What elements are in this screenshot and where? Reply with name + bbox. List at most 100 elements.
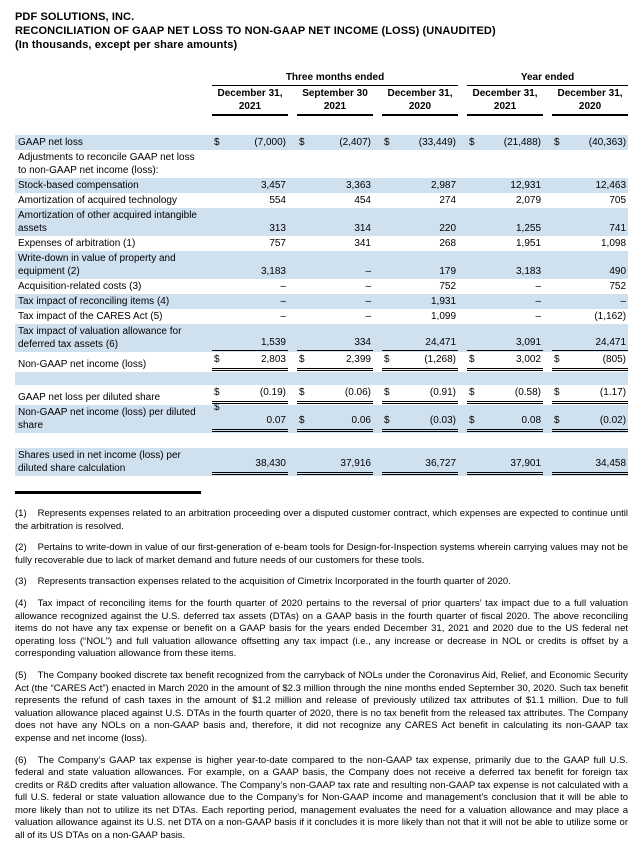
footnote: (1) Represents expenses related to an arb… xyxy=(15,508,628,533)
column-header-year: 2021 xyxy=(493,101,517,112)
column-group-header: Year ended xyxy=(467,71,629,86)
currency-symbol: $ xyxy=(554,415,560,426)
row-label: Stock-based compensation xyxy=(15,178,203,193)
table-row: Acquisition-related costs (3) – – 752 – 752 xyxy=(15,279,628,294)
footnote-text: Represents transaction expenses related … xyxy=(37,576,511,588)
currency-symbol: $ xyxy=(469,354,475,365)
value-cell: $ (0.03) xyxy=(382,414,459,432)
reconciliation-table: Three months ended Year ended December 31,… xyxy=(15,71,629,476)
value-cell: 1,539 xyxy=(212,336,288,351)
cell-value: (0.58) xyxy=(514,387,542,398)
cell-value: – xyxy=(535,296,542,307)
row-label: Non-GAAP net income (loss) per diluted s… xyxy=(15,405,203,433)
cell-value: 0.07 xyxy=(266,415,286,426)
table-row: Amortization of acquired technology 554 45… xyxy=(15,193,628,208)
value-cell: – xyxy=(467,280,543,293)
row-label: Non-GAAP net income (loss) xyxy=(18,359,147,370)
currency-symbol: $ xyxy=(384,137,390,148)
value-cell: – xyxy=(467,310,543,323)
currency-symbol: $ xyxy=(214,137,220,148)
cell-value: – xyxy=(365,311,371,322)
footnote-number: (6) xyxy=(15,754,27,766)
currency-symbol: $ xyxy=(554,354,560,365)
table-row: Shares used in net income (loss) per dil… xyxy=(15,448,629,476)
currency-symbol: $ xyxy=(554,137,560,148)
footnote: (3) Represents transaction expenses relat… xyxy=(15,576,628,589)
value-cell: 752 xyxy=(552,280,628,293)
cell-value: 1,539 xyxy=(260,337,286,348)
value-cell: 3,183 xyxy=(212,265,288,278)
value-cell: $3,002 xyxy=(467,353,544,371)
currency-symbol: $ xyxy=(554,387,560,398)
cell-value: (21,488) xyxy=(503,137,542,148)
cell-value: (1,162) xyxy=(594,311,627,322)
value-cell: 38,430 xyxy=(212,457,288,475)
value-cell: $ (40,363) xyxy=(552,136,628,149)
value-cell: 741 xyxy=(552,222,628,235)
table-row: Adjustments to reconcile GAAP net loss t… xyxy=(15,150,628,178)
value-cell: 12,463 xyxy=(552,179,628,192)
value-cell: 12,931 xyxy=(467,179,543,192)
value-cell: 2,987 xyxy=(382,179,458,192)
row-label: Shares used in net income (loss) per dil… xyxy=(15,448,203,476)
column-header: December 31, 2020 xyxy=(552,86,629,116)
column-header-date: December 31, xyxy=(217,88,283,99)
cell-value: 314 xyxy=(354,223,371,234)
footnote: (2) Pertains to write-down in value of ou… xyxy=(15,542,628,567)
header-spacer-cell xyxy=(15,86,203,116)
column-header: December 31, 2020 xyxy=(382,86,459,116)
value-cell: 554 xyxy=(212,194,288,207)
document-header: PDF SOLUTIONS, INC. RECONCILIATION OF GA… xyxy=(15,10,628,52)
value-cell: 341 xyxy=(297,237,373,250)
footnote-separator xyxy=(15,491,201,494)
document-title: RECONCILIATION OF GAAP NET LOSS TO NON-G… xyxy=(15,25,496,37)
footnote-number: (5) xyxy=(15,669,27,681)
footnote-text: Represents expenses related to an arbitr… xyxy=(15,508,628,532)
value-cell: 1,951 xyxy=(467,237,543,250)
value-cell: 3,457 xyxy=(212,179,288,192)
value-cell: 3,363 xyxy=(297,179,373,192)
value-cell: (1,162) xyxy=(552,310,628,323)
cell-value: 3,091 xyxy=(515,337,542,348)
value-cell: 37,916 xyxy=(297,457,373,475)
value-cell: 752 xyxy=(382,280,458,293)
cell-value: 3,363 xyxy=(345,180,371,191)
table-row: Tax impact of valuation allowance for de… xyxy=(15,324,629,352)
value-cell: $ (805) xyxy=(552,353,629,371)
column-header: December 31, 2021 xyxy=(212,86,288,116)
cell-value: 2,987 xyxy=(430,180,457,191)
cell-value: 3,183 xyxy=(260,266,286,277)
value-cell: – xyxy=(212,295,288,308)
value-cell: $2,803 xyxy=(212,353,288,371)
currency-symbol: $ xyxy=(299,387,305,398)
row-label: Expenses of arbitration (1) xyxy=(18,238,136,249)
value-cell: 705 xyxy=(552,194,628,207)
cell-value: 454 xyxy=(354,195,371,206)
cell-value: 179 xyxy=(439,266,457,277)
value-cell: $0.08 xyxy=(467,414,544,432)
cell-value: 220 xyxy=(439,223,457,234)
cell-value: 1,931 xyxy=(430,296,457,307)
value-cell: 3,091 xyxy=(467,336,544,351)
cell-value: (0.19) xyxy=(259,387,286,398)
value-cell: $ (0.58) xyxy=(467,386,544,404)
row-label: Adjustments to reconcile GAAP net loss t… xyxy=(18,152,195,176)
table-row: Non-GAAP net income (loss) $2,803 $2,399 $(… xyxy=(15,352,629,372)
value-cell: – xyxy=(297,310,373,323)
value-cell: $ (1.17) xyxy=(552,386,629,404)
value-cell: $ (2,407) xyxy=(297,136,373,149)
table-row: Tax impact of the CARES Act (5) – – 1,099 – (… xyxy=(15,309,628,324)
column-header-year: 2020 xyxy=(578,101,602,112)
currency-symbol: $ xyxy=(469,137,475,148)
value-cell: $2,399 xyxy=(297,353,373,371)
table-body: GAAP net loss $ (7,000) $ (2,407) $ (33,449) $ (… xyxy=(15,135,629,476)
currency-symbol: $ xyxy=(214,402,220,413)
cell-value: 34,458 xyxy=(595,458,627,469)
cell-value: 705 xyxy=(609,195,627,206)
row-label: Tax impact of valuation allowance for de… xyxy=(15,324,203,352)
value-cell: $ (1,268) xyxy=(382,353,459,371)
blank-row xyxy=(15,433,628,448)
value-cell: 314 xyxy=(297,222,373,235)
cell-value: (0.91) xyxy=(429,387,457,398)
